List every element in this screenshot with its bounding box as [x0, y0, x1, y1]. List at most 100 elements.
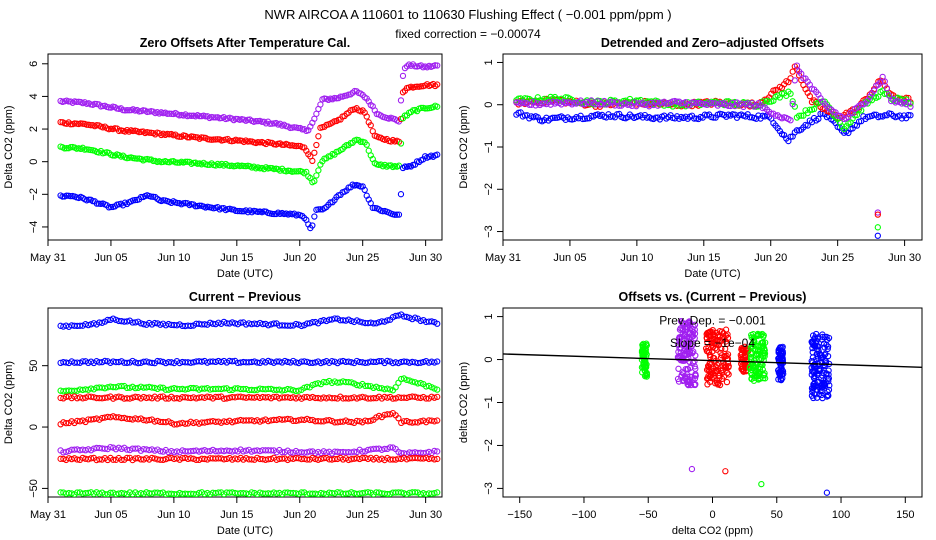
- data-point-purple: [793, 62, 801, 69]
- data-point-purple: [166, 110, 173, 117]
- data-point-red: [87, 393, 95, 400]
- y-tick-label: −3: [483, 482, 495, 495]
- y-axis-label: Delta CO2 (ppm): [3, 361, 15, 444]
- data-point-purple: [434, 62, 441, 69]
- data-point-red: [395, 415, 402, 422]
- data-point-blue: [431, 359, 438, 366]
- data-point-blue: [151, 319, 158, 327]
- data-point-blue: [93, 200, 100, 207]
- data-points: [57, 61, 441, 232]
- data-point-blue: [229, 319, 236, 326]
- data-point-blue: [384, 357, 391, 365]
- data-point-blue: [822, 360, 830, 367]
- data-point-blue: [395, 359, 402, 367]
- y-tick-label: −3: [483, 225, 495, 238]
- data-point-red: [79, 395, 86, 402]
- data-point-red: [723, 340, 731, 348]
- data-point-green: [754, 332, 761, 339]
- data-point-blue: [825, 334, 833, 342]
- data-point-purple: [299, 126, 306, 133]
- data-point-green: [363, 141, 370, 148]
- data-point-green: [148, 384, 156, 391]
- data-point-red: [146, 416, 153, 424]
- x-axis-label: Date (UTC): [217, 268, 273, 280]
- y-axis-label: delta CO2 (ppm): [458, 362, 470, 443]
- data-point-blue: [326, 316, 333, 323]
- x-tick-label: Jun 30: [409, 509, 442, 521]
- data-point-red: [353, 395, 361, 402]
- data-point-green: [392, 384, 399, 391]
- data-point-blue: [811, 364, 818, 371]
- data-point-red: [363, 113, 370, 120]
- data-point-red: [184, 134, 191, 141]
- data-point-purple: [125, 107, 133, 114]
- data-point-red: [101, 394, 109, 401]
- data-point-blue: [746, 114, 753, 121]
- data-point-red: [712, 340, 719, 347]
- data-point-purple: [680, 370, 687, 377]
- data-point-red: [187, 455, 194, 462]
- data-point-blue: [817, 387, 824, 395]
- data-point-green: [746, 363, 754, 371]
- data-point-blue: [137, 359, 145, 366]
- data-point-purple: [287, 449, 294, 456]
- data-point-red: [718, 345, 725, 352]
- data-point-purple: [716, 100, 724, 107]
- data-point-purple: [881, 78, 888, 85]
- data-point-blue: [776, 355, 783, 362]
- data-point-blue: [823, 393, 831, 400]
- data-point-blue: [362, 359, 369, 367]
- data-point-blue: [825, 378, 832, 385]
- data-point-blue: [123, 359, 131, 367]
- data-point-blue: [777, 376, 785, 384]
- data-point-red: [284, 415, 291, 423]
- data-point-red: [723, 378, 731, 386]
- data-point-red: [118, 456, 125, 464]
- data-point-red: [79, 454, 86, 462]
- data-point-blue: [434, 320, 441, 327]
- chart-title: Zero Offsets After Temperature Cal.: [140, 36, 350, 50]
- data-point-blue: [67, 192, 74, 200]
- data-point-red: [704, 381, 711, 388]
- data-point-green: [190, 159, 197, 167]
- data-point-purple: [258, 118, 266, 125]
- y-tick-label: 0: [483, 102, 495, 108]
- data-point-purple: [73, 98, 80, 106]
- data-point-red: [721, 335, 728, 342]
- data-point-red: [353, 417, 361, 425]
- data-point-blue: [306, 320, 313, 327]
- data-point-purple: [164, 110, 171, 117]
- data-point-purple: [538, 100, 546, 107]
- data-point-green: [334, 379, 341, 386]
- data-point-green: [750, 362, 758, 370]
- data-point-purple: [232, 115, 239, 123]
- data-point-blue: [400, 358, 408, 365]
- data-point-red: [110, 456, 117, 463]
- data-point-red: [123, 454, 131, 462]
- x-axis-label: Date (UTC): [684, 268, 740, 280]
- x-axis-label: delta CO2 (ppm): [672, 525, 753, 537]
- data-point-red: [345, 456, 352, 464]
- chart-detrended: Detrended and Zero−adjusted Offsets Date …: [458, 36, 923, 280]
- data-point-purple: [877, 79, 884, 86]
- data-point-green: [112, 384, 120, 391]
- data-point-purple: [60, 449, 67, 456]
- data-point-red: [326, 416, 333, 424]
- outlier-point-purple: [688, 465, 696, 473]
- y-tick-label: 50: [28, 360, 40, 372]
- data-point-red: [306, 416, 313, 424]
- data-point-blue: [793, 127, 801, 134]
- data-point-blue: [816, 367, 823, 375]
- data-point-green: [639, 353, 646, 361]
- data-point-blue: [776, 373, 784, 380]
- data-point-red: [806, 92, 813, 100]
- data-point-red: [715, 372, 723, 380]
- data-point-purple: [65, 98, 72, 105]
- x-tick-label: Jun 15: [220, 252, 253, 264]
- data-point-green: [284, 385, 291, 393]
- data-point-red: [204, 393, 211, 400]
- plot-frame: [502, 53, 923, 241]
- data-point-blue: [395, 211, 403, 218]
- data-point-blue: [270, 320, 277, 327]
